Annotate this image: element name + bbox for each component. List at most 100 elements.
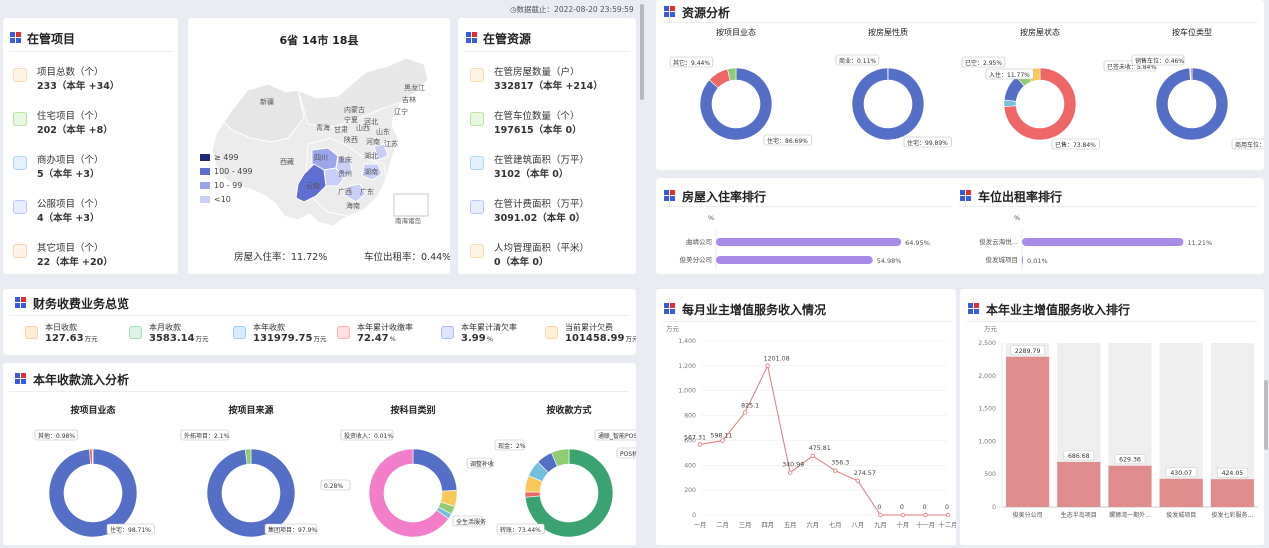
svg-text:山东: 山东	[376, 127, 390, 136]
data-label: 0	[922, 504, 926, 511]
data-point[interactable]	[720, 438, 725, 443]
item-icon	[470, 156, 484, 170]
x-tick: 四月	[761, 521, 774, 529]
section-title: 在管项目	[27, 32, 76, 46]
donut-slice[interactable]	[699, 67, 773, 141]
scrollbar-left[interactable]	[640, 4, 644, 100]
legend-label: 100 - 499	[214, 166, 253, 176]
item-icon	[470, 68, 484, 82]
donut-slice[interactable]	[206, 448, 296, 538]
y-tick: 1,400	[678, 338, 696, 345]
donut-slice[interactable]	[1155, 67, 1229, 141]
svg-text:宁夏: 宁夏	[344, 115, 358, 124]
rank-bar[interactable]	[1022, 238, 1184, 246]
data-point[interactable]	[855, 478, 861, 484]
item-label: 住宅项目（个）	[37, 111, 104, 122]
donut-slice[interactable]	[550, 448, 570, 467]
slice-label: 通联_智能POS机	[598, 432, 636, 440]
data-point[interactable]	[742, 410, 748, 415]
rank-bar[interactable]	[716, 256, 873, 264]
item-label: 在管计费面积（万平）	[494, 199, 590, 210]
slice-label-box	[452, 515, 483, 527]
bar[interactable]	[1159, 478, 1203, 507]
donut-slice[interactable]	[412, 448, 458, 492]
bar[interactable]	[1057, 461, 1101, 507]
resource-analysis-card: 资源分析 按项目业态 住宅：86.69% 其它：9.44% 按房屋性质 住宅：99.89…	[656, 0, 1264, 170]
slice-label: 入住：11.77%	[989, 71, 1030, 79]
map-card: 6省 14市 18县 新疆 黑龙江 吉林 辽宁 内蒙古 宁夏 河北 山西 山东 …	[188, 18, 450, 274]
y-unit: 万元	[666, 325, 680, 333]
donut-slice[interactable]	[1003, 67, 1077, 141]
donut-slice[interactable]	[368, 448, 450, 538]
slice-label: 住宅：86.69%	[767, 137, 808, 145]
data-point[interactable]	[945, 512, 951, 518]
y-tick: 2,000	[978, 373, 996, 380]
slice-label: 调整补收	[470, 460, 494, 468]
svg-text:重庆: 重庆	[338, 155, 352, 164]
rank-value: 54.98%	[877, 257, 902, 265]
y-tick: 1,000	[678, 388, 696, 395]
data-point[interactable]	[900, 512, 906, 518]
y-tick: 200	[684, 487, 696, 494]
rank-bar[interactable]	[716, 238, 902, 246]
logo-icon	[15, 373, 26, 384]
bar-label: 629.36	[1119, 457, 1141, 464]
rank-value: 0.01%	[1027, 257, 1048, 265]
data-point[interactable]	[697, 442, 703, 447]
donut-slice[interactable]	[524, 448, 614, 538]
bar[interactable]	[1006, 356, 1050, 507]
data-point[interactable]	[787, 470, 793, 475]
data-label: 340.99	[782, 462, 804, 469]
bar-label: 2289.79	[1015, 348, 1041, 355]
occupancy-rate: 房屋入住率：11.72%	[234, 252, 328, 263]
data-label: 356.3	[831, 460, 849, 467]
svg-text:甘肃: 甘肃	[334, 125, 348, 134]
logo-icon	[664, 6, 675, 17]
legend-label: <10	[214, 194, 231, 204]
bar-label-box	[1217, 467, 1248, 478]
data-point[interactable]	[810, 453, 815, 459]
donut-slice[interactable]	[726, 67, 737, 82]
rank-bar[interactable]	[1022, 256, 1023, 264]
data-point[interactable]	[833, 468, 838, 473]
data-point[interactable]	[878, 512, 883, 518]
bar-label: 424.05	[1222, 470, 1244, 477]
slice-label-box	[985, 68, 1034, 80]
data-point[interactable]	[923, 512, 928, 518]
y-tick: 0	[992, 504, 996, 511]
legend-label: 10 - 99	[214, 180, 243, 190]
rank-unit: %	[1014, 214, 1020, 222]
data-point[interactable]	[765, 363, 770, 368]
donut-slice[interactable]	[244, 448, 252, 465]
item-icon	[13, 68, 27, 82]
item-label: 商办项目（个）	[37, 155, 104, 166]
bar[interactable]	[1210, 479, 1254, 507]
donut-slice[interactable]	[91, 448, 94, 465]
svg-text:陕西: 陕西	[344, 135, 358, 144]
section-title: 每月业主增值服务收入情况	[682, 303, 827, 317]
item-label: 项目总数（个）	[37, 67, 104, 78]
donut-slice[interactable]	[48, 448, 138, 538]
bar-label: 430.07	[1170, 470, 1192, 477]
x-tick: 六月	[806, 520, 819, 529]
item-label: 公服项目（个）	[37, 199, 104, 210]
item-icon	[470, 244, 484, 258]
donut-slice[interactable]	[1190, 67, 1193, 81]
donut-title: 按房屋状态	[1020, 27, 1060, 37]
bar-label-box	[1063, 450, 1095, 461]
svg-text:西藏: 西藏	[280, 157, 294, 166]
bar[interactable]	[1108, 465, 1152, 507]
inflow-analysis-card: 本年收款流入分析 按项目业态 按项目来源 按科目类别 按收款方式 其他：0.98% 住宅：…	[3, 363, 636, 545]
donut-title: 按科目类别	[390, 404, 435, 416]
donut-title: 按项目业态	[716, 27, 756, 37]
bar-label-box	[1165, 467, 1197, 478]
managed-projects-card: 在管项目 项目总数（个） 233（本年 +34） 住宅项目（个） 202（本年 +8）…	[3, 18, 178, 274]
scrollbar-right[interactable]	[1264, 380, 1268, 450]
x-tick: 九月	[874, 520, 887, 529]
china-map[interactable]: 新疆 黑龙江 吉林 辽宁 内蒙古 宁夏 河北 山西 山东 青海 甘肃 陕西 河南…	[188, 46, 450, 246]
svg-text:河南: 河南	[366, 137, 380, 146]
donut-slice[interactable]	[851, 67, 925, 141]
slice-label-box	[180, 429, 229, 441]
